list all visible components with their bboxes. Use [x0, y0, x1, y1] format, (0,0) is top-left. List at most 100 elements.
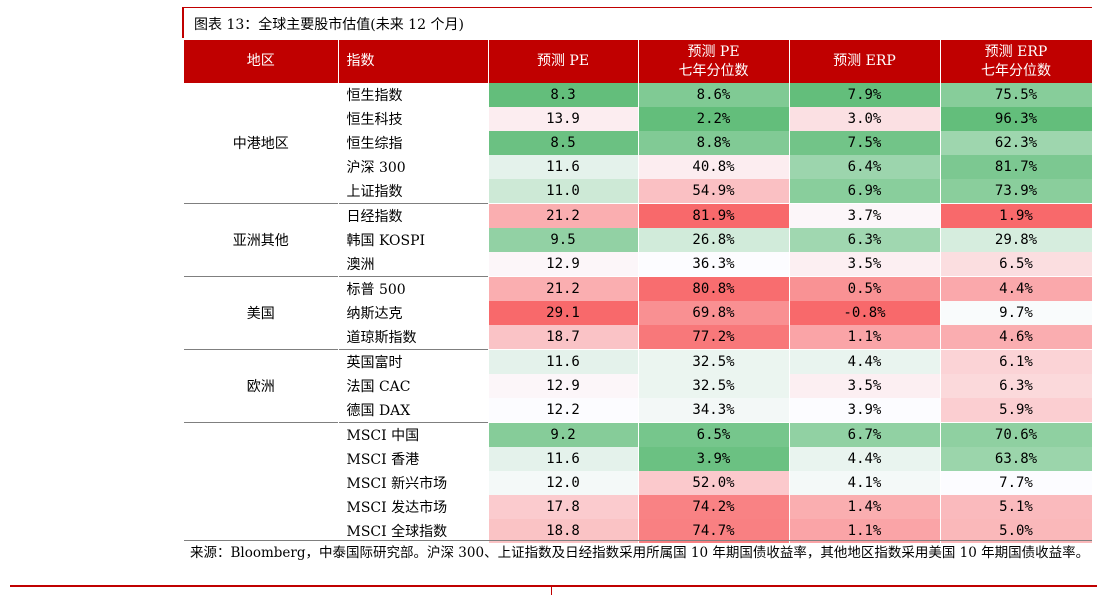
- erp-cell: 1.4%: [789, 495, 941, 519]
- pe-pct-cell: 8.8%: [638, 131, 790, 155]
- index-name-cell: 德国 DAX: [338, 398, 489, 423]
- pe-pct-cell: 32.5%: [638, 349, 790, 374]
- erp-cell: 1.1%: [789, 325, 941, 350]
- pe-pct-cell: 32.5%: [638, 374, 790, 398]
- pe-cell: 18.8: [488, 519, 639, 543]
- table-row: MSCI 香港 11.6 3.9% 4.4% 63.8%: [184, 447, 1093, 471]
- header-erp: 预测 ERP: [789, 40, 941, 83]
- erp-cell: -0.8%: [789, 301, 941, 325]
- erp-cell: 3.5%: [789, 374, 941, 398]
- index-name-cell: 恒生指数: [338, 83, 489, 107]
- erp-pct-cell: 4.6%: [940, 325, 1093, 350]
- pe-pct-cell: 74.2%: [638, 495, 790, 519]
- table-row: 恒生科技 13.9 2.2% 3.0% 96.3%: [184, 107, 1093, 131]
- valuation-table: 地区 指数 预测 PE 预测 PE 七年分位数 预测 ERP 预测 ERP 七年…: [184, 40, 1093, 543]
- pe-pct-cell: 74.7%: [638, 519, 790, 543]
- erp-cell: 7.9%: [789, 83, 941, 107]
- table-row: MSCI 中国 9.2 6.5% 6.7% 70.6%: [184, 422, 1093, 543]
- erp-cell: 3.7%: [789, 203, 941, 228]
- erp-cell: 6.7%: [789, 422, 941, 447]
- erp-cell: 1.1%: [789, 519, 941, 543]
- table-row: 澳洲 12.9 36.3% 3.5% 6.5%: [184, 252, 1093, 277]
- erp-cell: 3.0%: [789, 107, 941, 131]
- index-name-cell: 沪深 300: [338, 155, 489, 179]
- table-row: 韩国 KOSPI 9.5 26.8% 6.3% 29.8%: [184, 228, 1093, 252]
- erp-cell: 0.5%: [789, 276, 941, 301]
- erp-cell: 3.9%: [789, 398, 941, 423]
- header-pe-percentile: 预测 PE 七年分位数: [638, 40, 790, 83]
- table-row: 欧洲 英国富时 11.6 32.5% 4.4% 6.1%: [184, 349, 1093, 423]
- erp-cell: 6.4%: [789, 155, 941, 179]
- index-name-cell: MSCI 中国: [338, 422, 489, 447]
- region-cell: 中港地区: [184, 83, 339, 204]
- erp-cell: 6.9%: [789, 179, 941, 204]
- index-name-cell: MSCI 新兴市场: [338, 471, 489, 495]
- erp-cell: 7.5%: [789, 131, 941, 155]
- header-erp-percentile-line1: 预测 ERP: [984, 43, 1048, 60]
- index-name-cell: 澳洲: [338, 252, 489, 277]
- pe-pct-cell: 36.3%: [638, 252, 790, 277]
- erp-pct-cell: 81.7%: [940, 155, 1093, 179]
- table-row: 上证指数 11.0 54.9% 6.9% 73.9%: [184, 179, 1093, 204]
- table-row: MSCI 新兴市场 12.0 52.0% 4.1% 7.7%: [184, 471, 1093, 495]
- chart-title: 图表 13：全球主要股市估值(未来 12 个月): [194, 17, 464, 33]
- source-note: 来源：Bloomberg，中泰国际研究部。沪深 300、上证指数及日经指数采用所…: [190, 545, 1090, 561]
- table-row: 沪深 300 11.6 40.8% 6.4% 81.7%: [184, 155, 1093, 179]
- pe-cell: 29.1: [488, 301, 639, 325]
- table-row: 法国 CAC 12.9 32.5% 3.5% 6.3%: [184, 374, 1093, 398]
- header-pe-percentile-line1: 预测 PE: [687, 43, 740, 60]
- header-pe: 预测 PE: [488, 40, 639, 83]
- pe-pct-cell: 34.3%: [638, 398, 790, 423]
- index-name-cell: 恒生科技: [338, 107, 489, 131]
- table-row: 中港地区 恒生指数 8.3 8.6% 7.9% 75.5%: [184, 83, 1093, 204]
- pe-cell: 12.2: [488, 398, 639, 423]
- table-row: 德国 DAX 12.2 34.3% 3.9% 5.9%: [184, 398, 1093, 423]
- erp-pct-cell: 1.9%: [940, 203, 1093, 228]
- pe-cell: 18.7: [488, 325, 639, 350]
- index-name-cell: MSCI 香港: [338, 447, 489, 471]
- pe-cell: 9.2: [488, 422, 639, 447]
- pe-cell: 11.0: [488, 179, 639, 204]
- erp-pct-cell: 75.5%: [940, 83, 1093, 107]
- pe-pct-cell: 6.5%: [638, 422, 790, 447]
- erp-cell: 3.5%: [789, 252, 941, 277]
- erp-pct-cell: 5.1%: [940, 495, 1093, 519]
- pe-pct-cell: 77.2%: [638, 325, 790, 350]
- index-name-cell: 恒生综指: [338, 131, 489, 155]
- pe-pct-cell: 8.6%: [638, 83, 790, 107]
- erp-cell: 4.4%: [789, 349, 941, 374]
- pe-pct-cell: 54.9%: [638, 179, 790, 204]
- header-pe-percentile-line2: 七年分位数: [678, 62, 749, 79]
- pe-cell: 12.9: [488, 374, 639, 398]
- index-name-cell: 日经指数: [338, 203, 489, 228]
- pe-cell: 21.2: [488, 276, 639, 301]
- pe-pct-cell: 81.9%: [638, 203, 790, 228]
- table-bottom-rule: [184, 540, 1092, 541]
- erp-cell: 6.3%: [789, 228, 941, 252]
- index-name-cell: MSCI 发达市场: [338, 495, 489, 519]
- header-erp-percentile: 预测 ERP 七年分位数: [940, 40, 1093, 83]
- pe-pct-cell: 69.8%: [638, 301, 790, 325]
- region-cell: 亚洲其他: [184, 203, 339, 277]
- erp-pct-cell: 6.3%: [940, 374, 1093, 398]
- header-region: 地区: [184, 40, 339, 83]
- table-row: MSCI 全球指数 18.8 74.7% 1.1% 5.0%: [184, 519, 1093, 543]
- title-bar: 图表 13：全球主要股市估值(未来 12 个月): [182, 7, 1092, 38]
- index-name-cell: 纳斯达克: [338, 301, 489, 325]
- table-body: 中港地区 恒生指数 8.3 8.6% 7.9% 75.5% 恒生科技 13.9 2.2% 3.0%…: [184, 83, 1093, 543]
- pe-pct-cell: 26.8%: [638, 228, 790, 252]
- pe-cell: 11.6: [488, 447, 639, 471]
- pe-cell: 9.5: [488, 228, 639, 252]
- erp-pct-cell: 6.1%: [940, 349, 1093, 374]
- erp-pct-cell: 63.8%: [940, 447, 1093, 471]
- erp-pct-cell: 7.7%: [940, 471, 1093, 495]
- table-row: 美国 标普 500 21.2 80.8% 0.5% 4.4%: [184, 276, 1093, 350]
- pe-pct-cell: 80.8%: [638, 276, 790, 301]
- pe-cell: 11.6: [488, 155, 639, 179]
- index-name-cell: 标普 500: [338, 276, 489, 301]
- pe-cell: 8.3: [488, 83, 639, 107]
- header-index: 指数: [338, 40, 489, 83]
- region-cell: 美国: [184, 276, 339, 350]
- index-name-cell: 韩国 KOSPI: [338, 228, 489, 252]
- region-cell: 欧洲: [184, 349, 339, 423]
